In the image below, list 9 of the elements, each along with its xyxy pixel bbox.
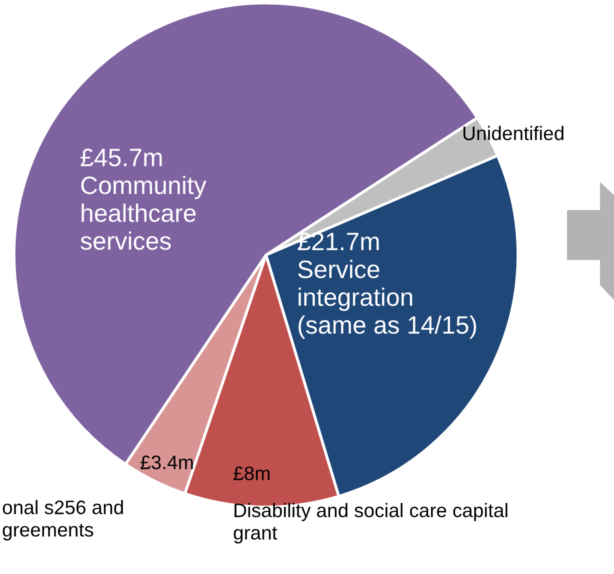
data-label: £21.7m — [298, 232, 379, 250]
data-label: £3.4m — [140, 456, 193, 470]
slice-label: onal s256 and greements — [2, 500, 123, 540]
slice-label: Unidentified — [464, 126, 564, 140]
slice-label: Disability and social care capital grant — [234, 503, 508, 544]
data-label: £45.7m — [80, 148, 162, 166]
slice-label: Service integration (same as 14/15) — [298, 260, 476, 339]
data-label: £8m — [234, 466, 270, 480]
slice-label: Community healthcare services — [80, 176, 206, 250]
